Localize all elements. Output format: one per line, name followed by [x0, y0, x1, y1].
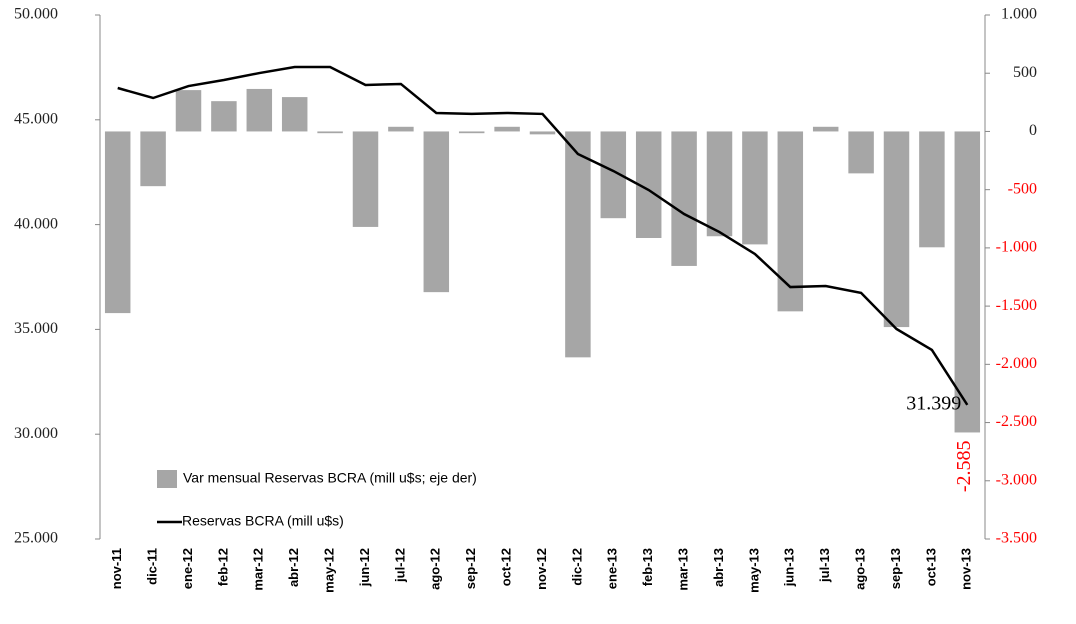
bar	[423, 131, 450, 293]
x-tick-label: may-12	[322, 548, 337, 593]
bar	[777, 131, 804, 312]
y2-tick-label: -2.500	[996, 413, 1037, 430]
y-tick-label: 25.000	[14, 530, 58, 547]
bar	[706, 131, 733, 237]
x-tick-label: may-13	[746, 548, 761, 593]
x-tick-label: ene-13	[605, 548, 620, 589]
x-tick-label: jul-13	[817, 548, 832, 583]
bar	[565, 131, 591, 358]
bar	[211, 101, 237, 132]
x-tick-label: feb-13	[640, 548, 655, 586]
bar	[175, 90, 202, 132]
x-tick-label: dic-12	[569, 548, 584, 586]
y2-tick-label: -2.000	[996, 355, 1037, 372]
y2-tick-label: -3.000	[996, 471, 1037, 488]
x-tick-label: sep-12	[463, 548, 478, 589]
y-tick-label: 40.000	[14, 215, 58, 232]
y2-tick-label: -1.000	[996, 239, 1037, 256]
bar	[140, 131, 166, 187]
data-label: 31.399	[906, 392, 961, 414]
x-tick-label: abr-12	[286, 548, 301, 587]
x-tick-label: nov-11	[109, 548, 124, 589]
y2-tick-label: 500	[1013, 64, 1037, 81]
x-tick-label: feb-12	[215, 548, 230, 586]
bar	[388, 126, 414, 132]
x-tick-label: abr-13	[711, 548, 726, 587]
y-tick-label: 50.000	[14, 6, 58, 23]
bar	[671, 131, 697, 266]
bar	[352, 131, 379, 227]
x-tick-label: jul-12	[392, 548, 407, 583]
x-tick-label: oct-13	[923, 548, 938, 586]
legend-label: Reservas BCRA (mill u$s)	[182, 513, 344, 529]
bar	[246, 88, 273, 132]
x-tick-label: dic-11	[145, 548, 160, 585]
x-tick-label: jun-12	[357, 548, 372, 587]
bar	[883, 131, 910, 328]
x-tick-label: jun-13	[782, 548, 797, 587]
y2-tick-label: 0	[1029, 122, 1037, 139]
bar	[317, 131, 343, 134]
y-tick-label: 35.000	[14, 320, 58, 337]
y2-tick-label: -500	[1008, 180, 1037, 197]
bar	[458, 131, 485, 134]
bar	[742, 131, 768, 245]
bar	[281, 97, 308, 132]
x-tick-label: ago-13	[853, 548, 868, 590]
bar	[812, 126, 839, 132]
y-tick-label: 30.000	[14, 425, 58, 442]
legend-swatch	[157, 470, 177, 488]
y-tick-label: 45.000	[14, 110, 58, 127]
data-label: -2.585	[953, 440, 975, 492]
legend-label: Var mensual Reservas BCRA (mill u$s; eje…	[183, 470, 477, 486]
line	[117, 65, 969, 406]
x-tick-label: nov-12	[534, 548, 549, 590]
y2-tick-label: 1.000	[1001, 6, 1037, 23]
x-tick-label: oct-12	[499, 548, 514, 586]
y2-tick-label: -1.500	[996, 297, 1037, 314]
x-tick-label: nov-13	[959, 548, 974, 590]
bar	[529, 131, 556, 135]
x-tick-label: mar-12	[251, 548, 266, 591]
x-tick-label: ene-12	[180, 548, 195, 589]
bar	[919, 131, 945, 248]
bar	[494, 126, 520, 132]
x-tick-label: mar-13	[676, 548, 691, 591]
y2-tick-label: -3.500	[996, 530, 1037, 547]
bar	[104, 131, 131, 314]
bar	[954, 131, 981, 433]
x-tick-label: sep-13	[888, 548, 903, 589]
x-tick-label: ago-12	[428, 548, 443, 590]
bar	[848, 131, 874, 174]
